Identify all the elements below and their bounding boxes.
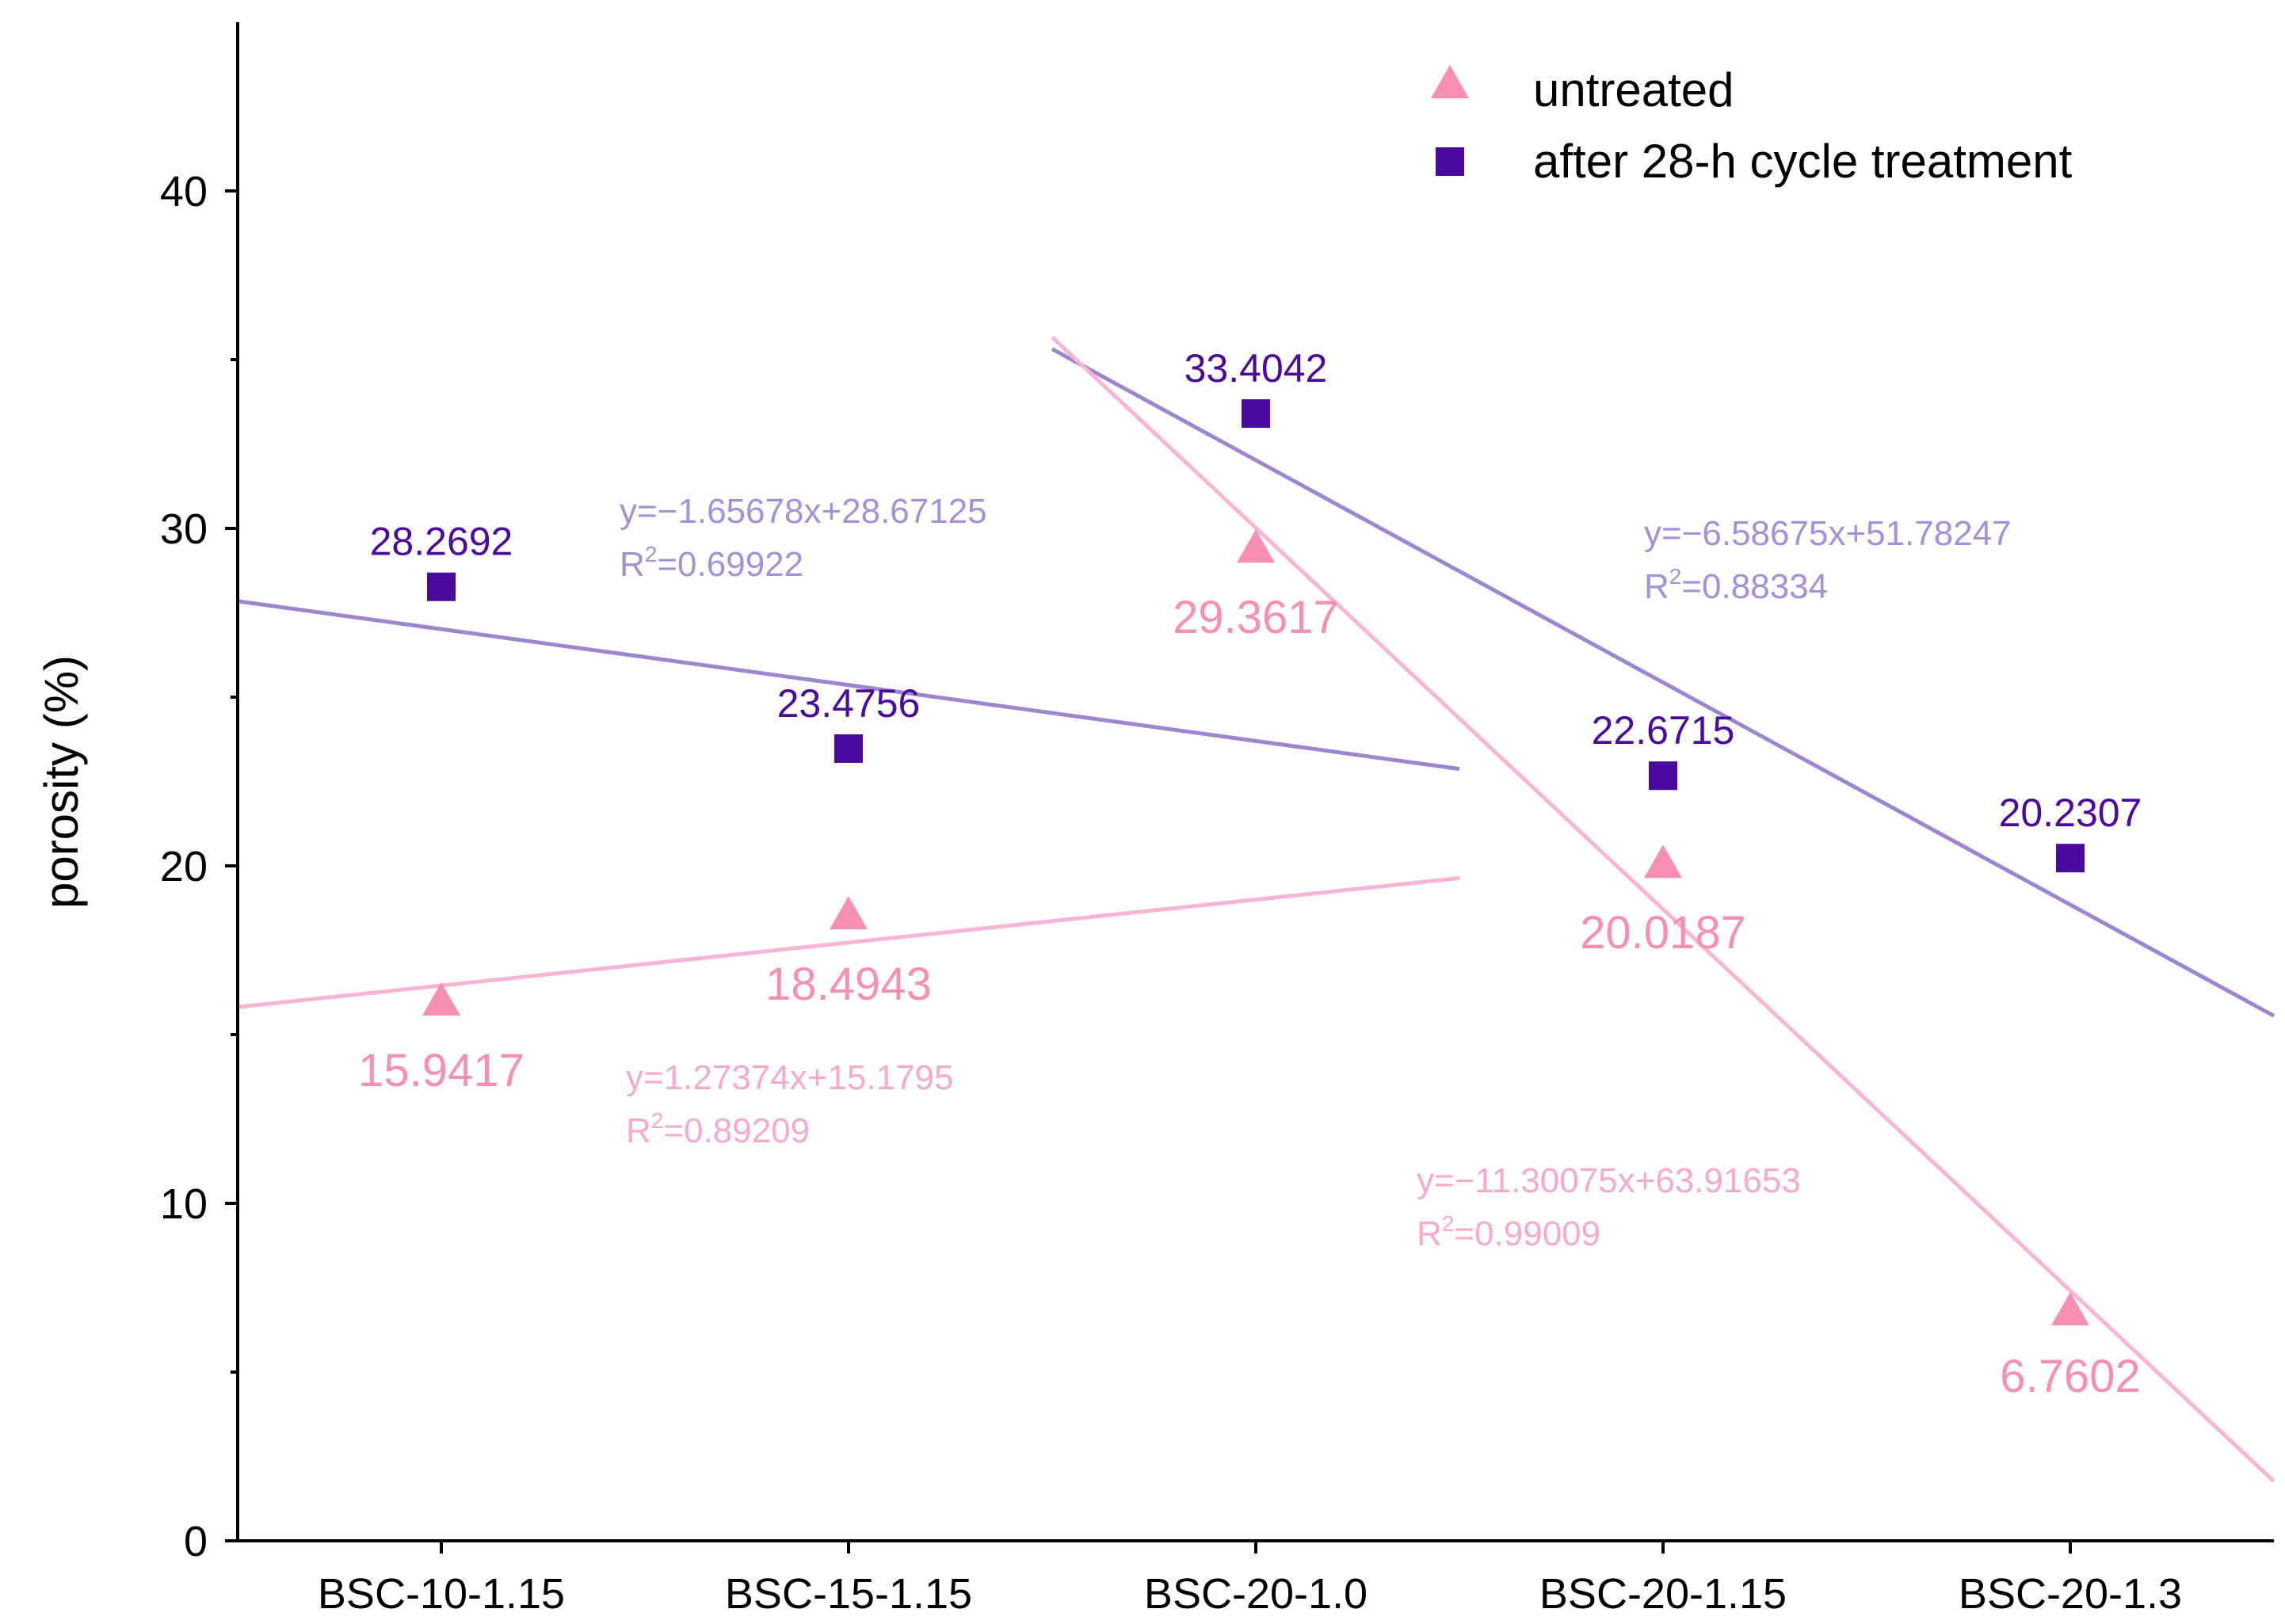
fit-line-4 [1051,335,2275,1483]
fit-equation-4: y=−11.30075x+63.91653 [1417,1161,1801,1200]
legend-label-untreated: untreated [1533,63,1734,116]
untreated-value-label: 15.9417 [358,1045,525,1096]
data-markers [422,398,2089,1326]
y-tick-label: 30 [160,505,208,553]
fit-equations: y=−1.65678x+28.67125 R2=0.69922 y=1.27374x… [620,492,2012,1253]
fit-line-1 [237,599,1460,772]
treated-marker [1242,398,1270,428]
fit-r-squared-1: R2=0.69922 [620,542,803,584]
x-tick-label: BSC-15-1.15 [725,1570,972,1618]
y-tick-label: 10 [160,1180,208,1228]
x-tick-label: BSC-20-1.0 [1144,1570,1368,1618]
ticks: 0 10 20 30 40 BSC-10-1.15 BSC-15-1.15 BSC-20-1.… [160,168,2182,1618]
fit-r-squared-3: R2=0.88334 [1644,564,1828,606]
untreated-marker [1237,529,1275,563]
fit-equation-1: y=−1.65678x+28.67125 [620,492,987,531]
y-tick-label: 0 [184,1518,208,1565]
untreated-value-label: 18.4943 [765,959,932,1010]
axes [236,22,2274,1542]
untreated-value-label: 6.7602 [2000,1351,2140,1402]
fit-equation-3: y=−6.58675x+51.78247 [1644,514,2012,553]
untreated-marker [830,896,868,930]
y-tick-label: 20 [160,843,208,890]
y-tick-label: 40 [160,168,208,215]
legend-triangle-icon [1431,65,1469,98]
treated-value-label: 23.4756 [777,681,921,726]
untreated-marker [2051,1292,2089,1326]
fit-r-squared-4: R2=0.99009 [1417,1211,1600,1253]
untreated-value-label: 20.0187 [1580,907,1746,959]
fit-lines [237,335,2275,1483]
legend-label-treated: after 28-h cycle treatment [1533,135,2073,188]
x-tick-label: BSC-10-1.15 [318,1570,565,1618]
fit-r-squared-2: R2=0.89209 [626,1108,810,1150]
untreated-value-label: 29.3617 [1173,592,1339,643]
legend: untreated after 28-h cycle treatment [1431,63,2073,188]
legend-square-icon [1436,147,1464,176]
y-axis-title: porosity (%) [35,655,88,909]
data-labels: 15.9417 18.4943 29.3617 20.0187 6.7602 28.269… [358,346,2142,1402]
treated-marker [2056,844,2085,873]
treated-marker [1649,761,1677,791]
treated-marker [427,572,456,601]
x-tick-label: BSC-20-1.15 [1539,1570,1787,1618]
treated-value-label: 20.2307 [1999,791,2142,835]
treated-value-label: 22.6715 [1592,708,1735,753]
fit-line-3 [1051,347,2275,1018]
treated-marker [834,734,863,763]
treated-value-label: 28.2692 [370,520,513,564]
untreated-marker [1644,844,1682,879]
untreated-marker [422,982,460,1016]
x-tick-label: BSC-20-1.3 [1959,1570,2182,1618]
treated-value-label: 33.4042 [1184,346,1328,391]
fit-equation-2: y=1.27374x+15.1795 [626,1058,954,1097]
